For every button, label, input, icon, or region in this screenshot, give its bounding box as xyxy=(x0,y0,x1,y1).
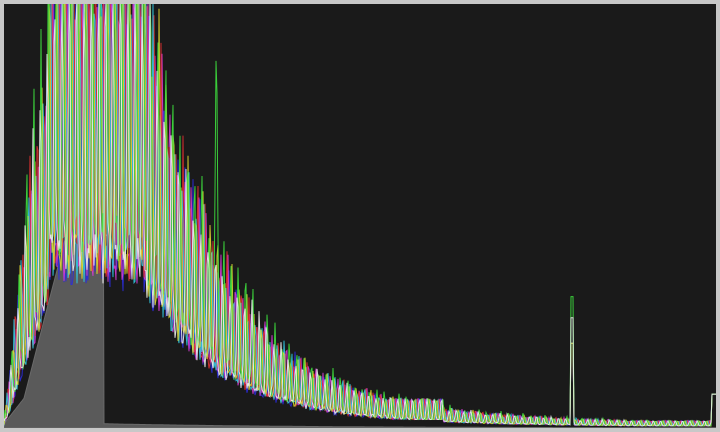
channel-green-line xyxy=(4,4,716,427)
channel-luminance-area xyxy=(4,109,716,428)
histogram-canvas xyxy=(4,4,716,428)
channel-white-line xyxy=(4,4,716,427)
histogram-series xyxy=(4,4,716,428)
histogram-chart xyxy=(4,4,716,428)
